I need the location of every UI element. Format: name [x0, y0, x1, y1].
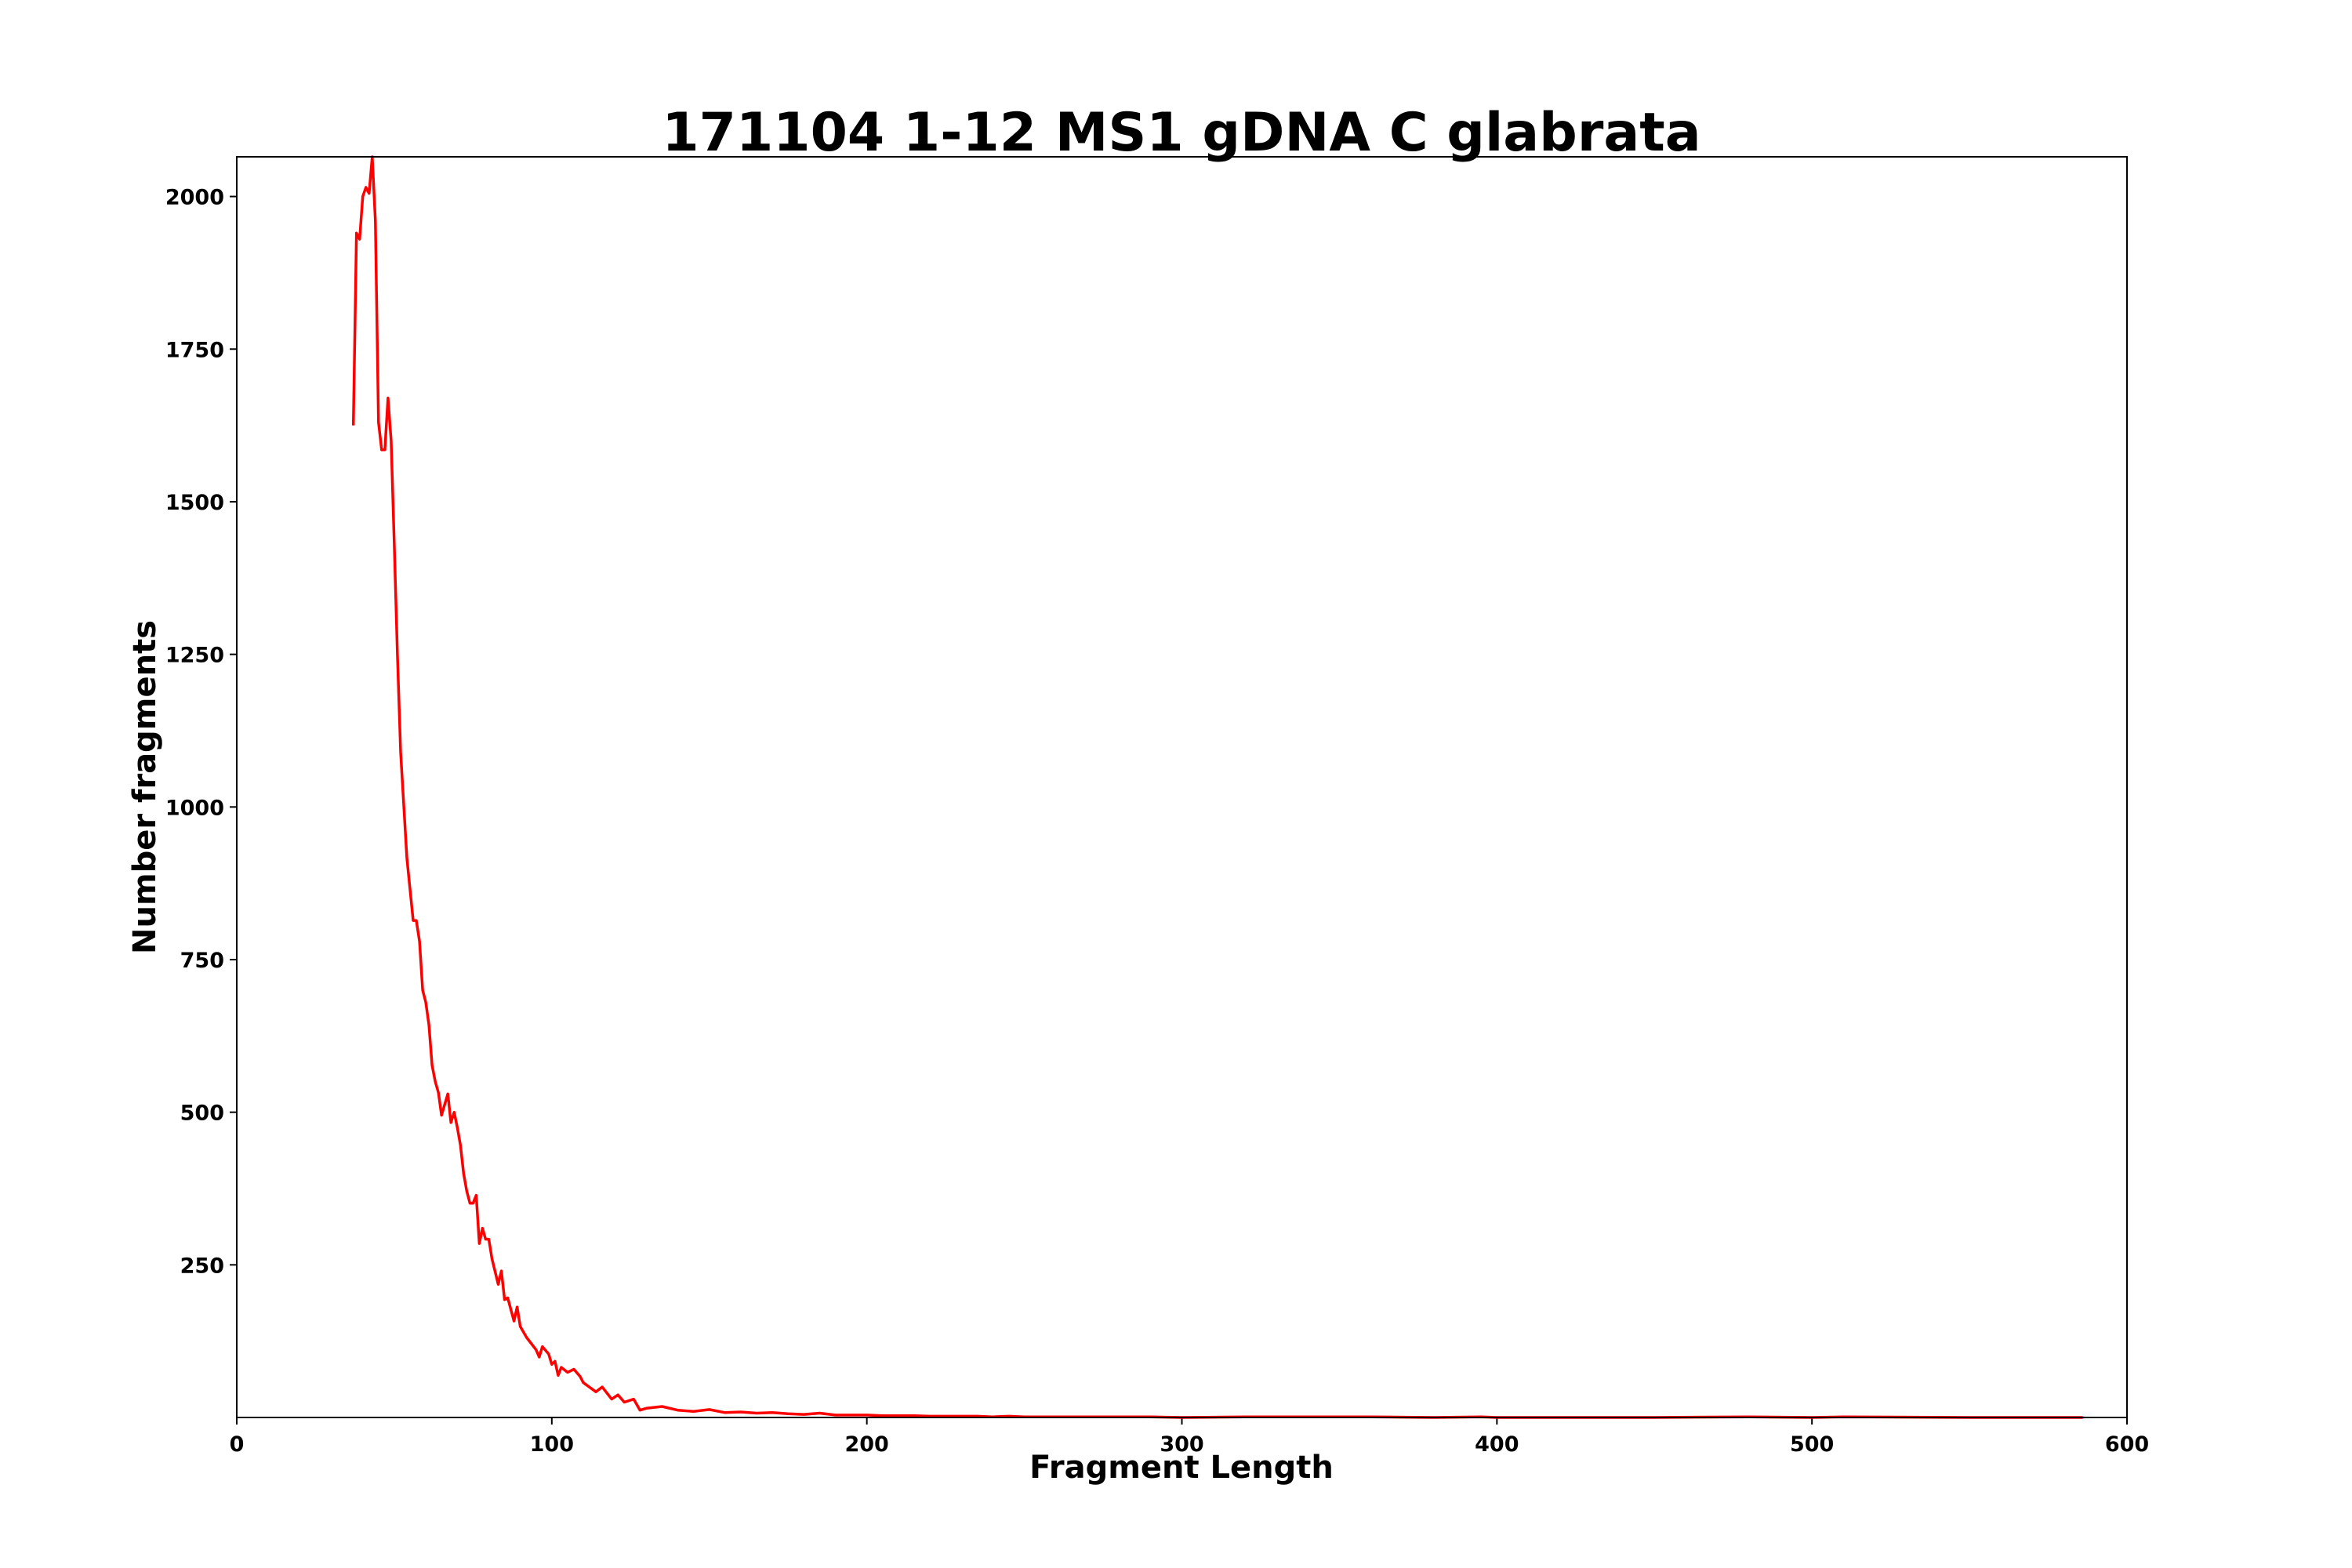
- x-tick-label: 0: [230, 1432, 245, 1457]
- x-axis-label: Fragment Length: [1029, 1450, 1334, 1486]
- x-tick-label: 400: [1475, 1432, 1519, 1457]
- y-axis-ticks: 250 500 750 1000 1250 1500 1750 2000: [165, 186, 237, 1278]
- x-tick-label: 100: [530, 1432, 574, 1457]
- chart-title: 171104 1-12 MS1 gDNA C glabrata: [662, 102, 1700, 164]
- y-tick-label: 250: [180, 1254, 224, 1278]
- x-tick-label: 500: [1790, 1432, 1834, 1457]
- y-axis-label: Number fragments: [127, 620, 163, 954]
- plot-frame: [236, 156, 2128, 1418]
- x-tick-label: 200: [844, 1432, 888, 1457]
- y-tick-label: 750: [180, 949, 224, 973]
- x-tick-label: 300: [1160, 1432, 1203, 1457]
- y-tick-label: 2000: [165, 186, 224, 210]
- series-line: [351, 155, 2083, 1419]
- y-tick-label: 1500: [165, 491, 224, 515]
- y-tick-label: 500: [180, 1102, 224, 1126]
- y-tick-label: 1000: [165, 796, 224, 820]
- y-tick-label: 1250: [165, 644, 224, 668]
- y-tick-label: 1750: [165, 338, 224, 362]
- x-tick-label: 600: [2105, 1432, 2149, 1457]
